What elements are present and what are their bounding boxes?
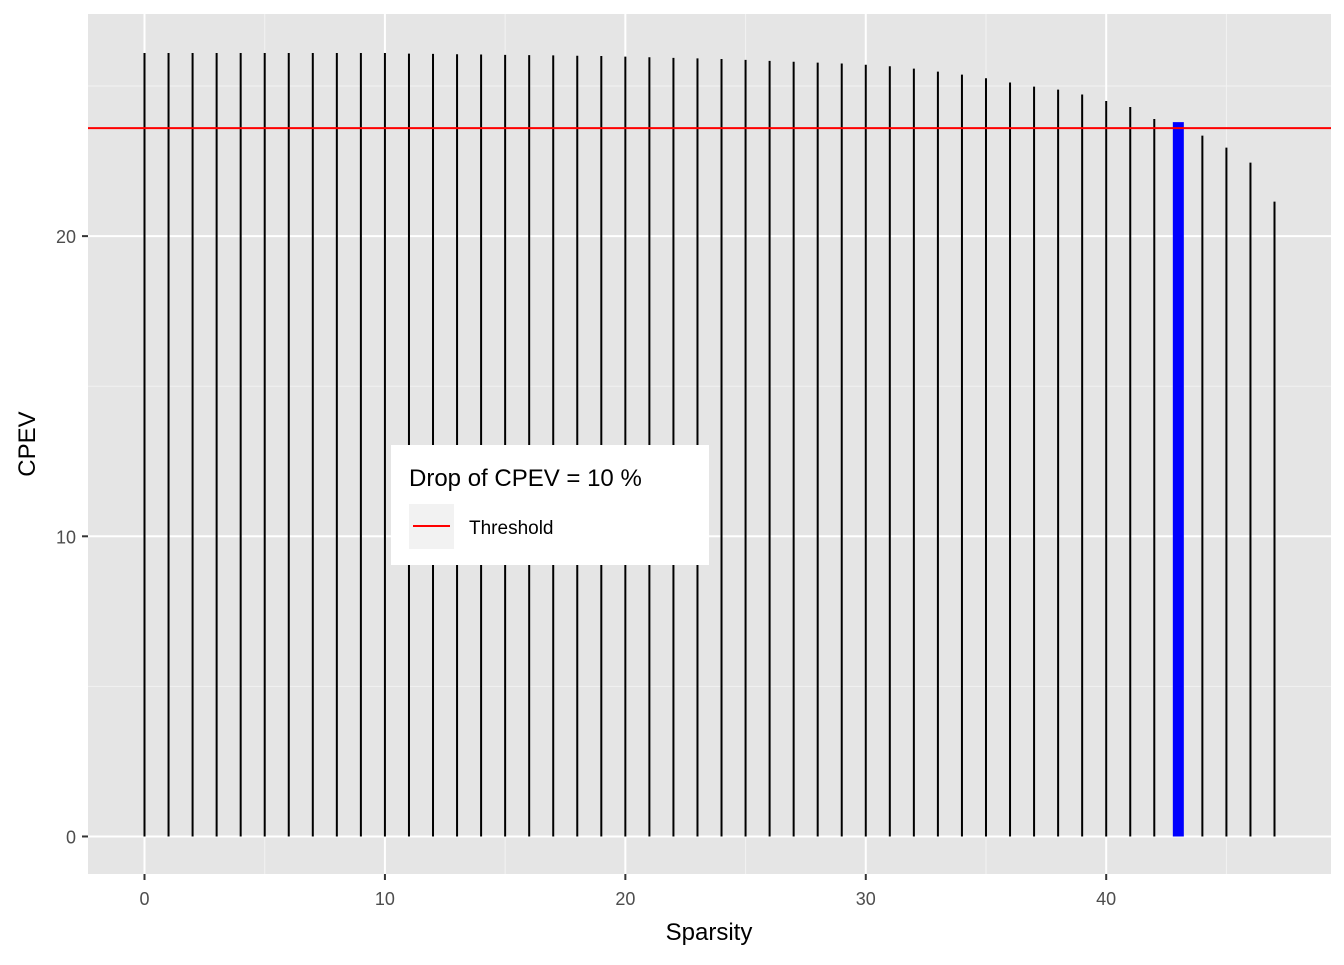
- y-axis-title: CPEV: [14, 411, 41, 476]
- axes: 0 10 20 30 40 0 10 20: [56, 227, 1116, 909]
- legend-title: Drop of CPEV = 10 %: [409, 465, 642, 492]
- plot-panel: [88, 14, 1331, 874]
- y-tick-label: 10: [56, 527, 76, 547]
- y-tick-label: 20: [56, 227, 76, 247]
- bars: [143, 53, 1276, 837]
- x-tick-label: 0: [139, 889, 149, 909]
- x-tick-label: 40: [1096, 889, 1116, 909]
- legend: Drop of CPEV = 10 % Threshold: [391, 445, 709, 565]
- legend-label-threshold: Threshold: [469, 518, 554, 539]
- x-tick-label: 30: [856, 889, 876, 909]
- x-tick-label: 10: [375, 889, 395, 909]
- y-tick-label: 0: [66, 827, 76, 847]
- x-tick-label: 20: [615, 889, 635, 909]
- x-axis-title: Sparsity: [666, 919, 753, 946]
